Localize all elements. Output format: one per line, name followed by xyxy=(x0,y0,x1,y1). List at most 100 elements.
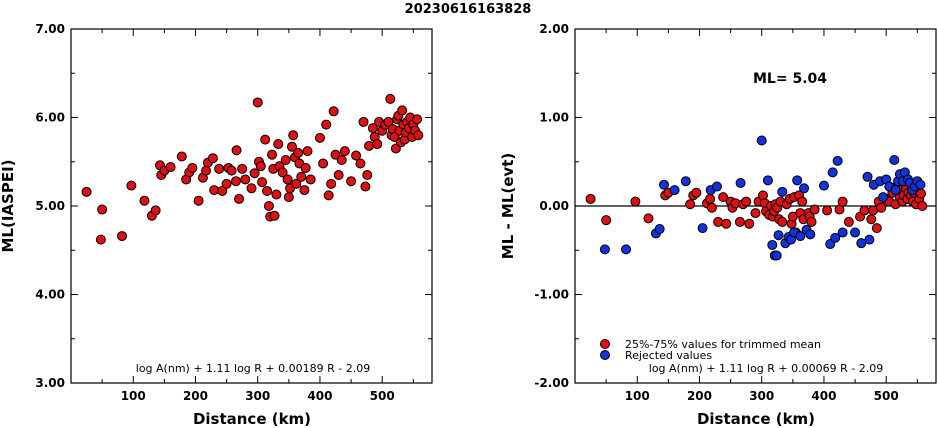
left-y-tick-label: 5.00 xyxy=(35,199,65,213)
trimmed-data-point xyxy=(859,205,870,216)
right-axis-ticks: 100 200 300 400 500 -2.00 -1.00 0.00 1.00 2.00 xyxy=(534,22,936,403)
rejected-data-point xyxy=(856,238,867,249)
left-data-point xyxy=(95,234,106,245)
figure-title: 20230616163828 xyxy=(405,2,532,17)
left-data-point xyxy=(351,150,362,161)
legend-marker-rejected xyxy=(600,350,610,360)
right-x-tick-label: 400 xyxy=(811,389,836,403)
trimmed-data-point xyxy=(713,216,724,227)
left-data-point xyxy=(330,149,341,160)
rejected-data-point xyxy=(792,175,803,186)
trimmed-data-point xyxy=(837,196,848,207)
left-y-tick-label: 7.00 xyxy=(35,22,65,36)
legend-label-rejected: Rejected values xyxy=(625,349,712,362)
left-y-axis-label: ML(IASPEI) xyxy=(0,159,17,252)
trimmed-data-point xyxy=(705,193,716,204)
left-data-point xyxy=(150,205,161,216)
left-plot-frame xyxy=(70,28,433,384)
trimmed-data-point xyxy=(718,192,729,203)
rejected-data-point xyxy=(621,244,632,255)
rejected-data-point xyxy=(805,229,816,240)
trimmed-data-point xyxy=(643,213,654,224)
left-data-point xyxy=(260,134,271,145)
left-data-point xyxy=(273,139,284,150)
rejected-data-point xyxy=(864,234,875,245)
rejected-data-point xyxy=(777,186,788,197)
left-data-point xyxy=(139,195,150,206)
rejected-data-point xyxy=(830,232,841,243)
right-x-tick-label: 300 xyxy=(749,389,774,403)
rejected-data-point xyxy=(654,224,665,235)
left-data-point xyxy=(230,176,241,187)
left-x-tick-label: 200 xyxy=(183,389,208,403)
rejected-data-point xyxy=(599,244,610,255)
left-data-point xyxy=(291,178,302,189)
rejected-data-point xyxy=(735,177,746,188)
trimmed-data-point xyxy=(809,204,820,215)
rejected-data-point xyxy=(799,183,810,194)
trimmed-data-point xyxy=(806,216,817,227)
left-x-axis-label: Distance (km) xyxy=(193,410,311,428)
left-data-point xyxy=(237,163,248,174)
trimmed-data-point xyxy=(741,196,752,207)
right-y-tick-label: 1.00 xyxy=(539,111,569,125)
left-data-point xyxy=(318,158,329,169)
trimmed-data-point xyxy=(601,215,612,226)
left-data-point xyxy=(255,161,266,172)
rejected-data-point xyxy=(837,227,848,238)
right-x-tick-label: 100 xyxy=(625,389,650,403)
left-data-point xyxy=(187,162,198,173)
left-x-tick-label: 100 xyxy=(121,389,146,403)
left-data-point xyxy=(339,146,350,157)
trimmed-data-point xyxy=(797,196,808,207)
legend-label-trimmed: 25%-75% values for trimmed mean xyxy=(625,338,821,351)
left-data-point xyxy=(288,130,299,141)
left-data-point xyxy=(360,181,371,192)
left-data-point xyxy=(364,140,375,151)
left-data-point xyxy=(326,178,337,189)
left-data-point xyxy=(321,119,332,130)
right-y-tick-label: -1.00 xyxy=(534,288,569,302)
left-data-point xyxy=(314,132,325,143)
left-axis-ticks: 100 200 300 400 500 3.00 4.00 5.00 6.00 7.00 xyxy=(35,22,432,403)
rejected-data-point xyxy=(878,192,889,203)
trimmed-data-point xyxy=(871,223,882,234)
left-data-point xyxy=(280,154,291,165)
right-y-tick-label: -2.00 xyxy=(534,376,569,390)
left-formula: log A(nm) + 1.11 log R + 0.00189 R - 2.0… xyxy=(136,362,370,375)
right-data-points xyxy=(585,135,928,261)
left-data-point xyxy=(81,186,92,197)
left-data-point xyxy=(221,178,232,189)
left-panel: 100 200 300 400 500 3.00 4.00 5.00 6.00 7.00 log … xyxy=(0,22,433,428)
right-y-tick-label: 2.00 xyxy=(539,22,569,36)
left-data-point xyxy=(257,177,268,188)
rejected-data-point xyxy=(756,135,767,146)
left-data-point xyxy=(413,130,424,141)
left-data-point xyxy=(267,149,278,160)
left-data-point xyxy=(231,145,242,156)
trimmed-data-point xyxy=(685,199,696,210)
left-data-point xyxy=(358,116,369,127)
left-data-point xyxy=(271,189,282,200)
rejected-data-point xyxy=(669,185,680,196)
left-data-point xyxy=(372,139,383,150)
left-data-point xyxy=(217,185,228,196)
rejected-data-point xyxy=(795,231,806,242)
left-x-tick-label: 500 xyxy=(370,389,395,403)
left-data-point xyxy=(240,174,251,185)
rejected-data-point xyxy=(773,230,784,241)
left-data-point xyxy=(296,171,307,182)
left-data-point xyxy=(262,185,273,196)
left-y-tick-label: 6.00 xyxy=(35,111,65,125)
rejected-data-point xyxy=(711,181,722,192)
right-x-tick-label: 200 xyxy=(687,389,712,403)
trimmed-data-point xyxy=(706,202,717,213)
trimmed-data-point xyxy=(630,196,641,207)
rejected-data-point xyxy=(680,176,691,187)
right-y-axis-label: ML - ML(evt) xyxy=(499,153,517,259)
rejected-data-point xyxy=(771,250,782,261)
left-x-tick-label: 300 xyxy=(245,389,270,403)
rejected-data-point xyxy=(850,227,861,238)
left-data-point xyxy=(246,183,257,194)
